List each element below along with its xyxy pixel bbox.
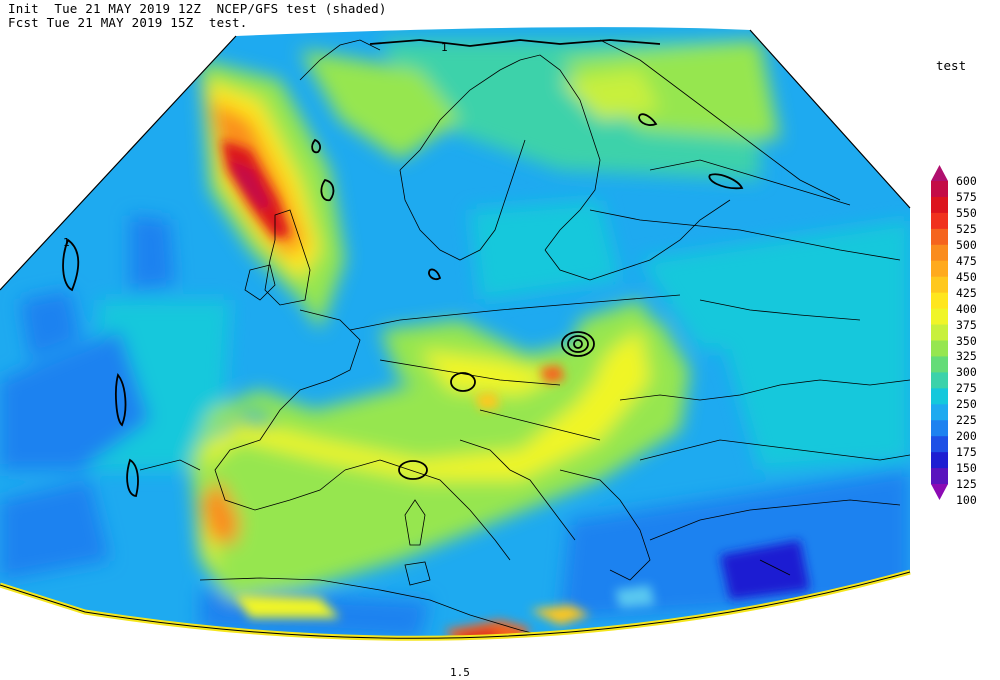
- legend-colorbar: [931, 165, 948, 501]
- legend-swatch-550: [931, 196, 948, 214]
- legend-swatch-200: [931, 420, 948, 437]
- legend-swatch-450: [931, 260, 948, 278]
- legend-swatch-250: [931, 388, 948, 405]
- legend-label-525: 525: [956, 221, 977, 236]
- init-line: Init Tue 21 MAY 2019 12Z NCEP/GFS test (…: [8, 1, 387, 16]
- legend-swatch-150: [931, 452, 948, 469]
- legend-label-425: 425: [956, 285, 977, 300]
- forecast-line: Fcst Tue 21 MAY 2019 15Z test.: [8, 15, 248, 30]
- legend-label-575: 575: [956, 189, 977, 204]
- legend-label-350: 350: [956, 333, 977, 348]
- legend-swatch-500: [931, 228, 948, 246]
- legend-swatch-375: [931, 308, 948, 325]
- legend-swatch-600: [931, 165, 948, 181]
- legend-swatch-325: [931, 340, 948, 357]
- legend-title: test: [936, 58, 967, 73]
- legend-label-200: 200: [956, 429, 977, 444]
- legend-label-500: 500: [956, 237, 977, 252]
- legend-label-375: 375: [956, 317, 977, 332]
- shaded-field: [0, 27, 910, 639]
- contour-label-south: 1.5: [450, 666, 470, 679]
- legend-label-400: 400: [956, 301, 977, 316]
- map-boundary-sides: [0, 29, 911, 291]
- legend-label-150: 150: [956, 461, 977, 476]
- contour-lines: [62, 39, 744, 497]
- contour-label-north: 1: [441, 41, 448, 54]
- map-bottom-edge: [0, 571, 911, 639]
- legend-swatch-425: [931, 276, 948, 294]
- legend-label-600: 600: [956, 174, 977, 188]
- legend-label-275: 275: [956, 381, 977, 396]
- legend-label-125: 125: [956, 477, 977, 492]
- legend-label-550: 550: [956, 205, 977, 220]
- legend-label-175: 175: [956, 445, 977, 460]
- legend-swatch-400: [931, 292, 948, 309]
- legend-label-250: 250: [956, 397, 977, 412]
- legend-label-100: 100: [956, 493, 977, 507]
- legend-swatch-575: [931, 181, 948, 198]
- legend-swatch-300: [931, 356, 948, 373]
- legend-swatch-125: [931, 468, 948, 485]
- legend-label-450: 450: [956, 269, 977, 284]
- contour-label-west: 1: [63, 236, 70, 249]
- legend-label-475: 475: [956, 253, 977, 268]
- legend-swatch-100: [931, 484, 948, 501]
- legend-swatch-525: [931, 212, 948, 230]
- legend-swatch-350: [931, 324, 948, 341]
- legend-swatch-275: [931, 372, 948, 389]
- legend-label-325: 325: [956, 349, 977, 364]
- legend-swatch-475: [931, 244, 948, 262]
- legend-label-300: 300: [956, 365, 977, 380]
- coastlines: [139, 39, 910, 639]
- legend-swatch-175: [931, 436, 948, 453]
- legend-label-225: 225: [956, 413, 977, 428]
- legend-swatch-225: [931, 404, 948, 421]
